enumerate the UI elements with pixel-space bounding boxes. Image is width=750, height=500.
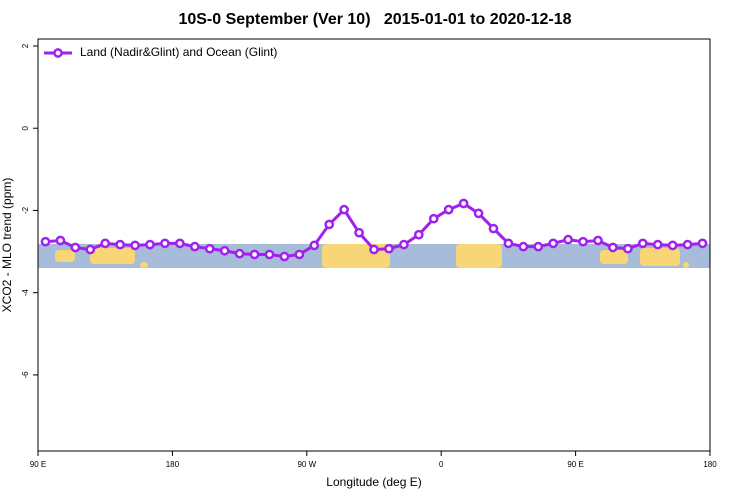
map-land <box>456 244 502 268</box>
map-land <box>600 250 628 264</box>
data-point <box>652 239 663 250</box>
data-point <box>697 238 708 249</box>
data-point <box>637 238 648 249</box>
x-tick-label: 180 <box>166 460 180 469</box>
data-point <box>279 251 290 262</box>
map-land <box>640 248 680 266</box>
data-point <box>219 245 230 256</box>
data-point <box>294 249 305 260</box>
data-point <box>100 238 111 249</box>
data-point <box>548 238 559 249</box>
chart-title: 10S-0 September (Ver 10) 2015-01-01 to 2… <box>178 11 571 28</box>
data-point <box>473 208 484 219</box>
data-point <box>384 243 394 254</box>
data-point <box>85 244 96 255</box>
data-point <box>309 240 320 251</box>
y-tick-label: -2 <box>21 206 30 214</box>
y-tick-label: 2 <box>21 43 30 48</box>
data-point <box>324 219 335 230</box>
data-point <box>160 238 170 249</box>
map-land <box>90 248 135 264</box>
y-tick-label: -6 <box>21 371 30 379</box>
map-land <box>140 262 148 268</box>
data-point <box>354 227 364 238</box>
data-point <box>578 236 588 247</box>
x-tick-label: 90 E <box>567 460 583 469</box>
map-land <box>683 262 689 268</box>
data-point <box>399 239 409 250</box>
data-point <box>623 243 633 254</box>
data-point <box>458 198 469 209</box>
data-point <box>234 248 245 259</box>
y-axis-label: XCO2 - MLO trend (ppm) <box>0 178 14 313</box>
x-tick-label: 0 <box>439 460 444 469</box>
x-tick-label: 90 E <box>30 460 46 469</box>
data-point <box>204 243 215 254</box>
plot-frame <box>37 38 711 452</box>
y-tick-label: -4 <box>21 289 30 297</box>
data-point <box>55 235 66 246</box>
x-tick-label: 90 W <box>297 460 316 469</box>
data-point <box>413 229 424 240</box>
data-point <box>70 242 81 253</box>
data-point <box>488 223 499 234</box>
data-point <box>593 235 603 246</box>
data-point <box>115 239 125 250</box>
legend-marker <box>53 48 63 58</box>
data-point <box>40 236 51 247</box>
data-point <box>563 234 573 245</box>
x-axis-label: Longitude (deg E) <box>326 475 421 489</box>
data-point <box>533 241 544 252</box>
data-point <box>264 249 275 260</box>
data-point <box>428 213 439 224</box>
data-point <box>189 241 200 252</box>
data-point <box>130 240 140 251</box>
legend-label: Land (Nadir&Glint) and Ocean (Glint) <box>80 45 277 59</box>
data-point <box>339 204 349 215</box>
map-land <box>322 244 390 268</box>
data-point <box>667 240 678 251</box>
data-point <box>145 239 155 250</box>
x-tick-label: 180 <box>703 460 717 469</box>
data-point <box>443 204 454 215</box>
y-tick-label: 0 <box>21 125 30 130</box>
data-point <box>518 241 529 252</box>
map-land <box>55 250 75 262</box>
data-point <box>503 238 514 249</box>
data-point <box>175 238 185 249</box>
data-point <box>249 249 260 260</box>
data-point <box>608 242 618 253</box>
data-point <box>682 239 693 250</box>
data-point <box>369 244 379 255</box>
